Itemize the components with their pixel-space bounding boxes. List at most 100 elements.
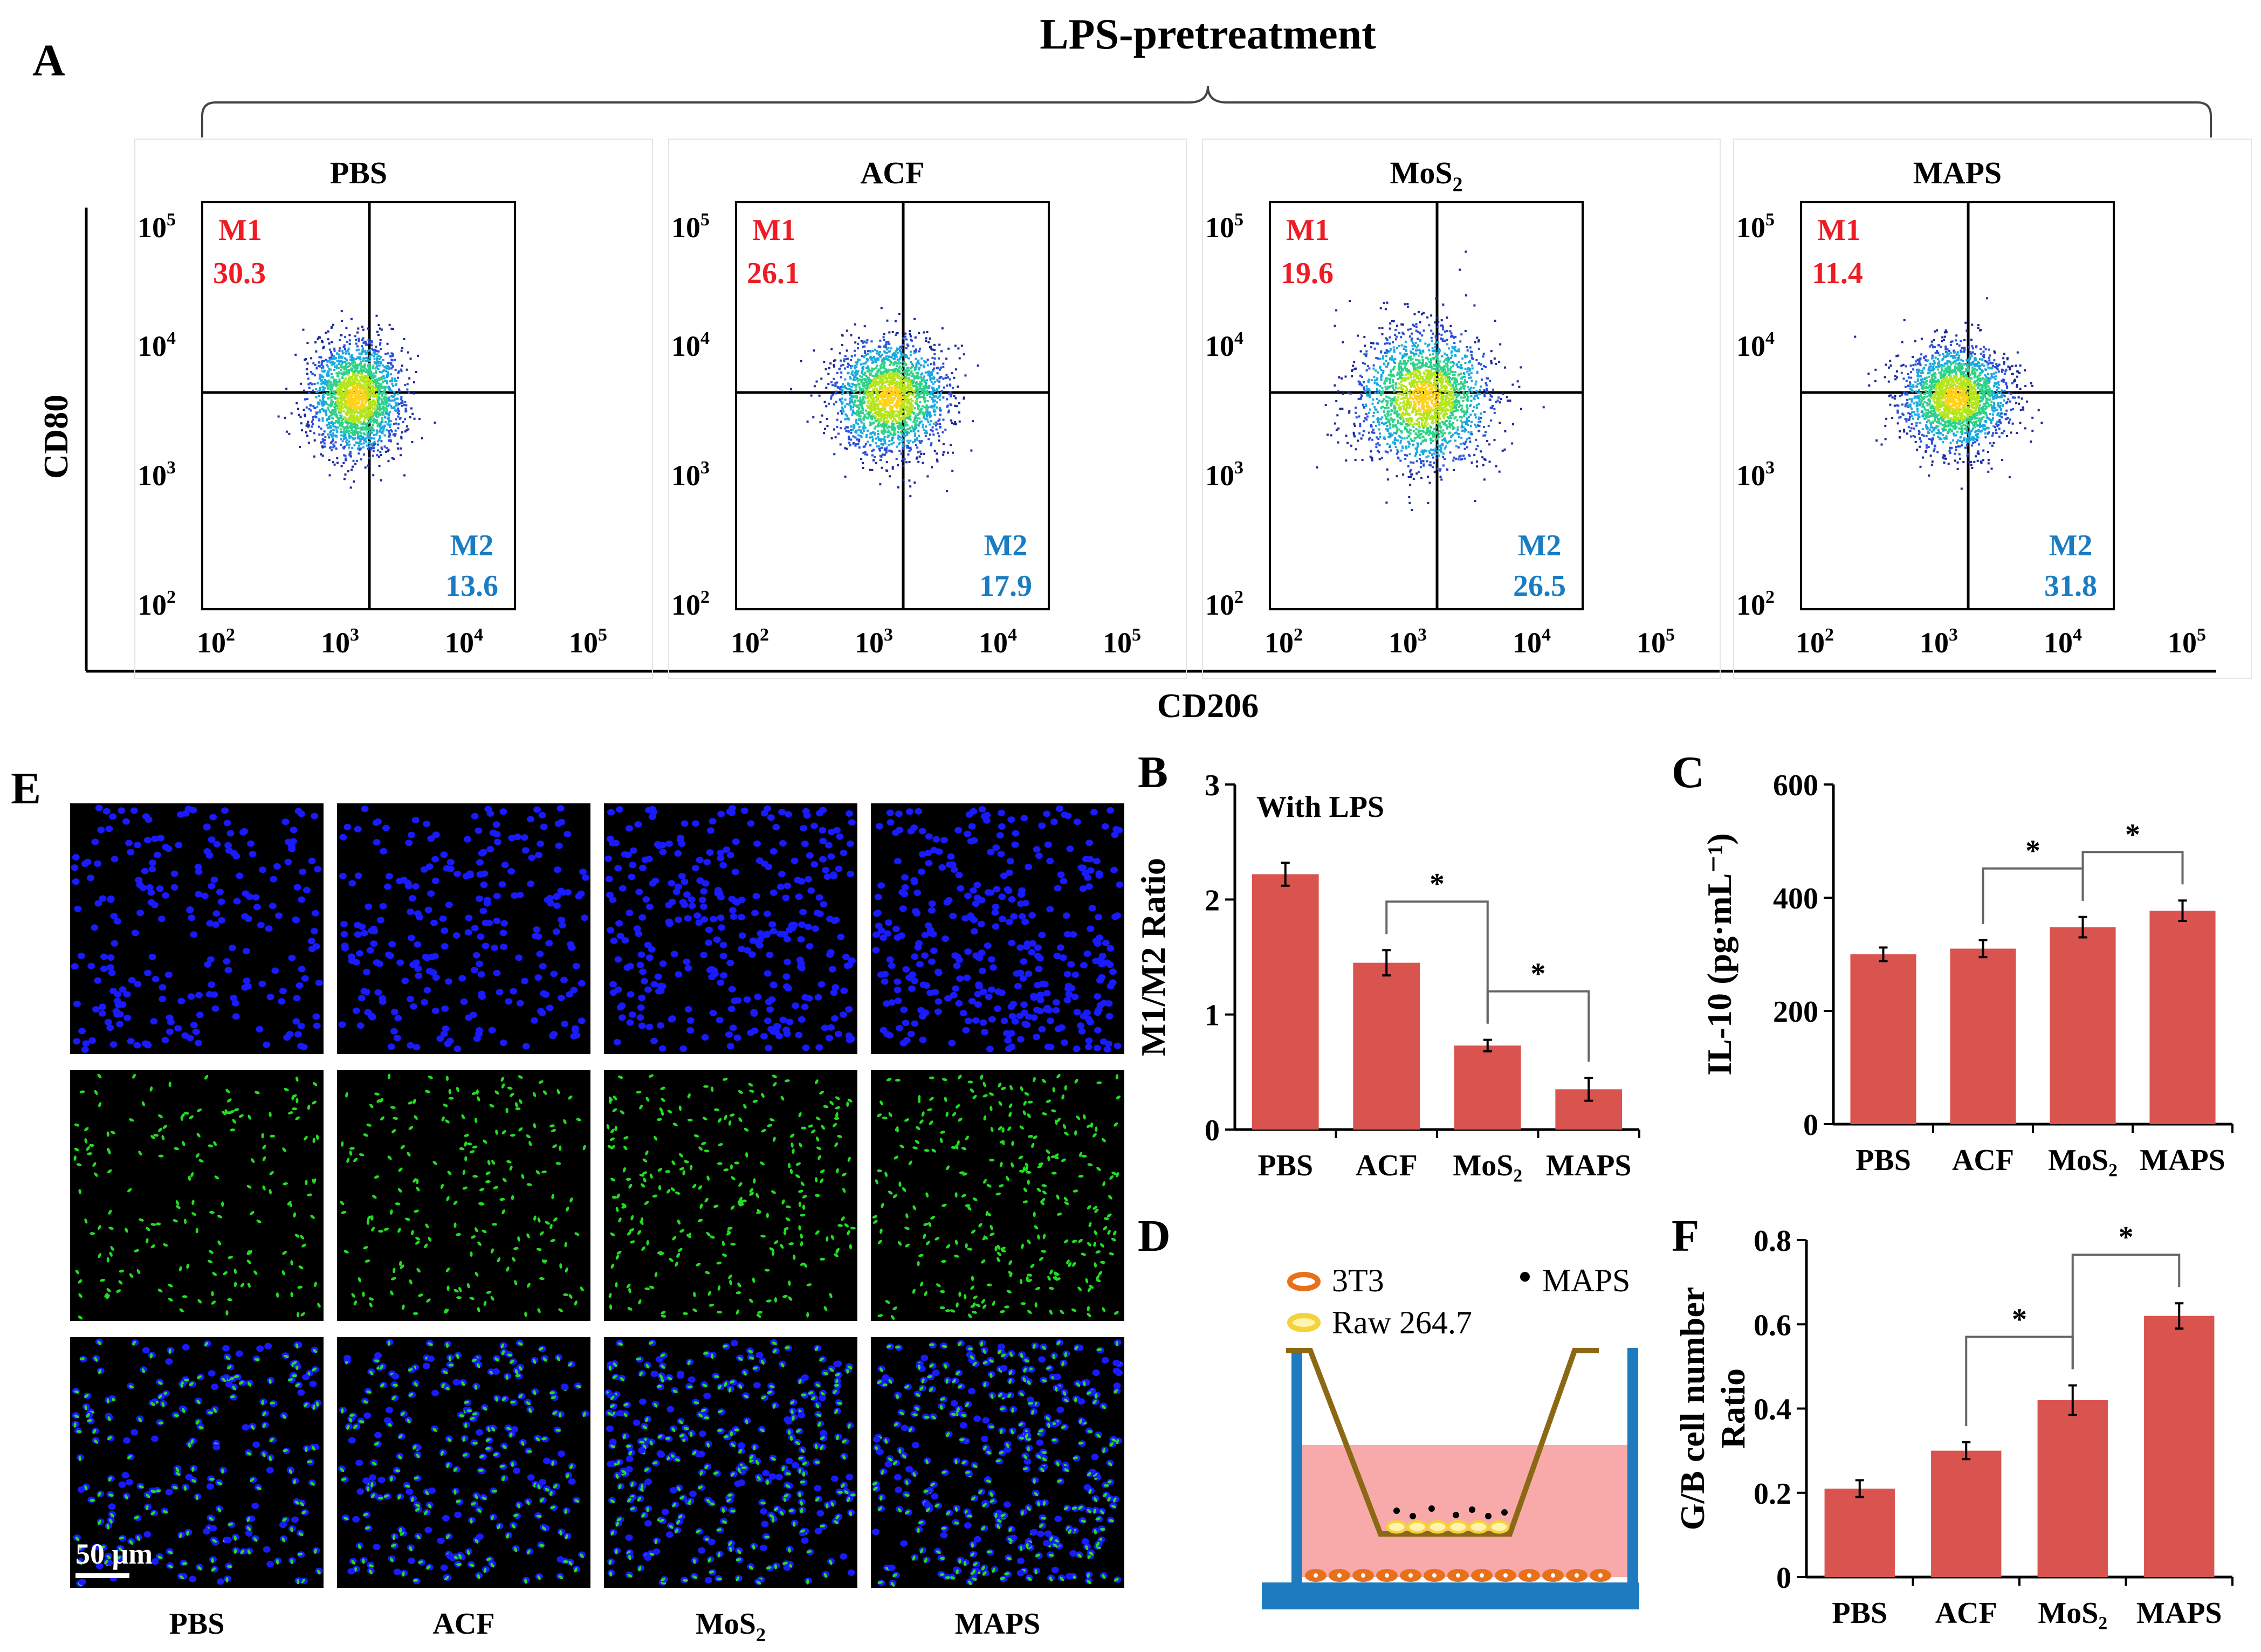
density-dot	[364, 466, 367, 469]
density-dot	[828, 402, 830, 405]
density-dot	[363, 411, 366, 414]
density-dot	[359, 376, 361, 378]
density-dot	[916, 387, 918, 390]
density-dot	[821, 414, 823, 417]
density-dot	[1357, 397, 1360, 400]
density-dot	[352, 357, 355, 360]
density-dot	[875, 380, 877, 382]
x-tick-base: 10	[445, 627, 474, 659]
density-dot	[923, 381, 926, 383]
density-dot	[322, 376, 325, 378]
density-dot	[355, 419, 358, 422]
density-dot	[875, 373, 877, 375]
density-dot	[328, 348, 331, 351]
density-dot	[862, 396, 865, 398]
density-dot	[878, 421, 881, 424]
density-dot	[356, 374, 359, 377]
density-dot	[849, 365, 852, 367]
density-dot	[916, 393, 919, 395]
density-dot	[343, 368, 346, 371]
density-dot	[360, 438, 362, 440]
density-dot	[317, 390, 320, 393]
density-dot	[881, 359, 884, 361]
density-dot	[1452, 433, 1454, 436]
density-dot	[347, 430, 349, 432]
density-dot	[343, 392, 346, 395]
density-dot	[874, 386, 877, 388]
density-dot	[359, 372, 362, 375]
density-dot	[931, 426, 934, 429]
density-dot	[361, 325, 363, 328]
density-dot	[372, 414, 375, 416]
density-dot	[924, 391, 927, 394]
density-dot	[331, 390, 334, 393]
density-dot	[902, 465, 905, 467]
density-dot	[1476, 460, 1479, 463]
density-dot	[914, 432, 917, 435]
density-dot	[384, 406, 387, 409]
density-dot	[883, 449, 886, 451]
density-dot	[872, 402, 875, 404]
density-dot	[330, 401, 333, 404]
density-dot	[906, 394, 909, 397]
density-dot	[825, 387, 828, 389]
density-dot	[855, 363, 858, 366]
density-dot	[344, 336, 347, 339]
density-dot	[358, 392, 361, 395]
density-dot	[321, 370, 324, 373]
density-dot	[834, 382, 837, 384]
density-dot	[396, 442, 399, 445]
density-dot	[1386, 468, 1389, 471]
density-dot	[869, 469, 871, 471]
density-dot	[922, 423, 924, 426]
density-dot	[949, 384, 952, 387]
density-dot	[825, 405, 828, 408]
density-dot	[857, 336, 860, 339]
density-dot	[905, 461, 908, 464]
density-dot	[1435, 457, 1438, 459]
density-dot	[847, 371, 850, 374]
density-dot	[841, 388, 844, 391]
density-dot	[364, 414, 367, 416]
density-dot	[861, 371, 863, 374]
density-dot	[410, 407, 413, 410]
density-dot	[854, 444, 857, 447]
density-dot	[865, 409, 868, 412]
density-dot	[321, 340, 323, 342]
density-dot	[331, 449, 333, 452]
density-dot	[399, 417, 402, 419]
density-dot	[840, 421, 842, 423]
density-dot	[1406, 424, 1408, 427]
density-dot	[831, 394, 834, 396]
density-dot	[913, 438, 916, 441]
density-dot	[334, 378, 337, 381]
density-dot	[384, 403, 387, 405]
y-tick-label: 103	[138, 458, 176, 492]
density-dot	[843, 385, 846, 387]
density-dot	[343, 384, 346, 387]
density-dot	[355, 339, 357, 341]
density-dot	[925, 340, 927, 342]
density-dot	[400, 370, 403, 373]
density-dot	[852, 424, 855, 426]
density-dot	[383, 434, 386, 437]
density-dot	[338, 401, 340, 404]
density-dot	[919, 386, 922, 389]
density-dot	[392, 384, 395, 387]
density-dot	[382, 425, 384, 428]
density-dot	[340, 401, 342, 403]
density-dot	[936, 367, 938, 369]
density-dot	[839, 398, 841, 401]
density-dot	[352, 374, 355, 377]
density-dot	[349, 395, 352, 397]
density-dot	[1431, 387, 1433, 390]
density-dot	[880, 307, 883, 309]
density-dot	[854, 401, 856, 404]
density-dot	[370, 344, 373, 347]
density-dot	[328, 367, 331, 370]
density-dot	[358, 348, 360, 351]
density-dot	[349, 379, 352, 382]
density-dot	[881, 404, 884, 407]
density-dot	[396, 404, 399, 407]
density-dot	[854, 436, 857, 439]
